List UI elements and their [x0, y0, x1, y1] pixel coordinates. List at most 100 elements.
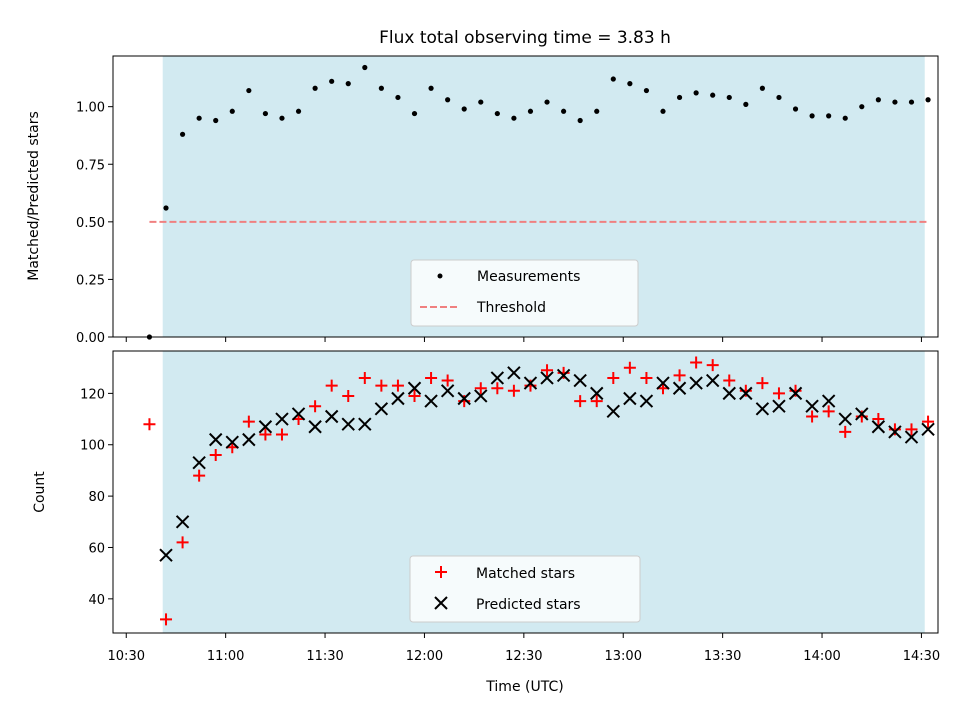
measurements-point [312, 85, 318, 91]
predicted-stars-point [722, 386, 736, 401]
matched-stars-point [723, 374, 736, 387]
bottom-x-ticks: 10:30 11:00 11:30 12:00 12:30 13:00 13:30 14:00… [108, 633, 940, 664]
measurements-point [362, 64, 368, 71]
measurements-point [776, 94, 782, 101]
matched-stars-point [143, 418, 156, 431]
matched-stars-point [855, 410, 868, 423]
top-y-axis-label: Matched/Predicted stars [26, 111, 42, 281]
predicted-stars-point [772, 399, 786, 413]
predicted-stars-point [523, 376, 538, 390]
predicted-stars-point [291, 407, 306, 421]
measurements-point [179, 131, 186, 137]
legend-label-threshold: Threshold [476, 300, 546, 316]
matched-stars-point [176, 536, 189, 549]
matched-stars-point [259, 428, 272, 441]
predicted-stars-point [623, 391, 637, 406]
measurements-point [428, 85, 434, 91]
y-tick-label: 120 [80, 387, 105, 402]
predicted-stars-point [739, 386, 753, 401]
predicted-stars-point [507, 366, 521, 380]
matched-stars-point [690, 356, 703, 369]
top-x-ticks [125, 337, 922, 342]
x-axis-label: Time (UTC) [485, 679, 563, 695]
bottom-y-ticks: 40 60 80 100 120 [80, 387, 113, 608]
measurements-point [643, 87, 650, 94]
top-panel: 0.00 0.25 0.50 0.75 1.00 Flux total observin… [26, 28, 939, 346]
predicted-stars-point [656, 376, 670, 390]
matched-stars-point [242, 415, 255, 428]
measurements-point [627, 81, 633, 87]
matched-stars-point [408, 389, 421, 402]
bottom-legend-box [409, 555, 641, 623]
predicted-stars-point [490, 371, 505, 385]
measurements-point [610, 76, 616, 82]
matched-stars-point [872, 413, 885, 426]
matched-stars-point [491, 382, 504, 395]
y-tick-label: 1.00 [76, 101, 105, 116]
top-legend-box [410, 259, 639, 327]
measurements-point [826, 113, 832, 119]
predicted-stars-point [275, 412, 289, 426]
measurements-point [726, 94, 732, 101]
measurements-point [544, 99, 550, 105]
y-tick-label: 60 [88, 541, 105, 556]
measurements-point [693, 90, 699, 96]
matched-stars-point [160, 613, 173, 626]
measurements-point [445, 97, 451, 103]
measurements-point [345, 81, 351, 87]
matched-stars-point [375, 379, 388, 392]
matched-stars-point [590, 395, 603, 408]
matched-stars-point [474, 382, 487, 395]
matched-stars-point [358, 371, 371, 384]
legend-marker-measurements [437, 273, 443, 279]
predicted-stars-point [838, 412, 852, 426]
x-tick-label: 14:00 [803, 649, 840, 664]
measurements-point [925, 97, 931, 103]
measurements-point [660, 108, 666, 114]
bottom-legend: Matched stars Predicted stars [409, 555, 641, 623]
matched-stars-point [706, 359, 719, 372]
measurements-point [411, 110, 418, 117]
measurements-point [875, 97, 881, 103]
predicted-stars-point [755, 402, 770, 416]
measurements-point [494, 110, 500, 117]
y-tick-label: 0.00 [76, 331, 105, 346]
measurements-point [395, 94, 401, 101]
x-tick-label: 11:30 [306, 649, 343, 664]
measurements-point [577, 117, 583, 124]
measurements-point [561, 108, 567, 114]
matched-stars-point [756, 377, 769, 390]
predicted-stars-point [209, 432, 223, 447]
legend-marker-predicted-stars [434, 596, 448, 610]
measurements-point [759, 85, 765, 91]
matched-stars-point [193, 469, 206, 482]
predicted-stars-point [540, 371, 554, 385]
predicted-stars-point [440, 384, 455, 398]
matched-stars-point [309, 400, 322, 413]
matched-stars-point [839, 425, 852, 438]
matched-stars-point [789, 384, 802, 397]
matched-stars-point [557, 366, 570, 379]
predicted-stars-point [855, 407, 869, 421]
measurements-point [842, 115, 848, 121]
top-legend: Measurements Threshold [410, 259, 639, 327]
matched-stars-point [209, 449, 222, 462]
x-tick-label: 12:00 [406, 649, 443, 664]
measurements-point [246, 87, 252, 94]
legend-label-measurements: Measurements [477, 269, 580, 285]
predicted-stars-point [606, 404, 621, 419]
y-tick-label: 80 [88, 490, 105, 505]
predicted-stars-point [258, 420, 273, 434]
predicted-stars-point [888, 425, 902, 439]
measurements-point [710, 92, 716, 98]
predicted-stars-point [341, 417, 355, 431]
matched-stars-point [574, 395, 587, 408]
predicted-stars-point [904, 430, 919, 444]
top-plot-frame [112, 55, 939, 338]
bottom-y-axis-label: Count [32, 471, 48, 513]
matched-stars-point [458, 395, 471, 408]
matched-stars-point [623, 361, 636, 374]
measurements-point [527, 108, 534, 114]
measurements-point [461, 106, 467, 112]
